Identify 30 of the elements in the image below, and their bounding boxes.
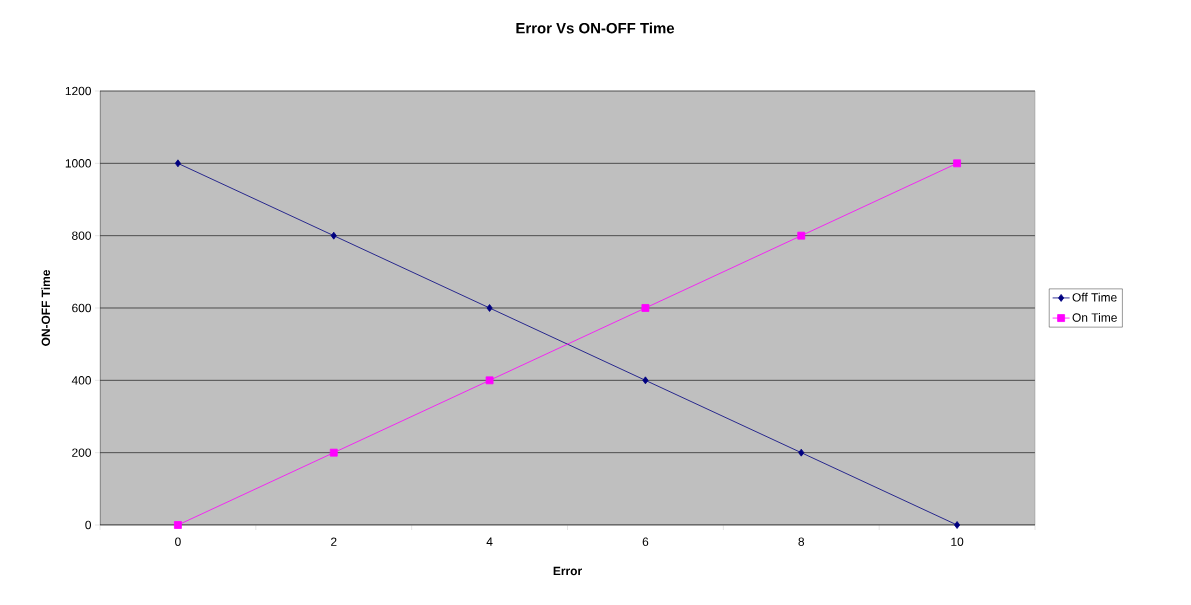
y-tick-label: 0 bbox=[85, 520, 92, 530]
point bbox=[174, 521, 182, 529]
point bbox=[953, 159, 961, 168]
point bbox=[797, 231, 806, 240]
point bbox=[642, 376, 649, 385]
x-tick-label: 4 bbox=[486, 537, 493, 546]
x-tick-label: 0 bbox=[175, 537, 181, 546]
y-tick-label: 1000 bbox=[65, 159, 92, 168]
x-tick-label: 8 bbox=[798, 537, 805, 546]
chart-title: Error Vs ON-OFF Time bbox=[516, 22, 675, 34]
legend-label: Off Time bbox=[1072, 292, 1117, 302]
x-axis-title: Error bbox=[553, 566, 582, 576]
y-tick-label: 400 bbox=[71, 376, 92, 385]
point bbox=[486, 304, 493, 312]
x-tick-label: 6 bbox=[642, 537, 649, 546]
y-axis-title: ON-OFF Time bbox=[41, 269, 51, 346]
point bbox=[641, 304, 650, 312]
point bbox=[954, 521, 961, 529]
y-tick-label: 600 bbox=[72, 303, 92, 313]
legend-label: On Time bbox=[1072, 313, 1117, 322]
y-tick-label: 800 bbox=[72, 231, 92, 240]
point bbox=[485, 376, 494, 385]
point bbox=[329, 448, 338, 457]
x-tick-label: 10 bbox=[951, 537, 964, 546]
point bbox=[174, 159, 181, 168]
y-tick-label: 1200 bbox=[65, 86, 92, 96]
point bbox=[330, 231, 337, 240]
point bbox=[798, 448, 805, 457]
y-tick-label: 200 bbox=[72, 448, 92, 457]
x-tick-label: 2 bbox=[331, 537, 337, 546]
